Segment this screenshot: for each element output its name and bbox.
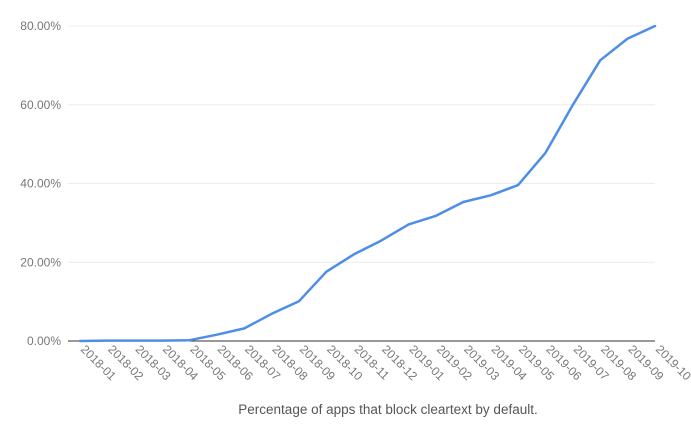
y-tick-label: 0.00% [27,334,61,348]
gridlines [68,25,655,342]
y-tick-label: 40.00% [20,177,61,191]
x-axis: 2018-012018-022018-032018-042018-052018-… [78,342,691,383]
y-axis: 0.00% 20.00% 40.00% 60.00% 80.00% [20,19,61,348]
series-line [78,24,657,343]
series-layer [78,24,657,343]
chart-title: Percentage of apps that block cleartext … [238,402,538,417]
y-tick-label: 60.00% [20,98,61,112]
y-tick-label: 20.00% [20,255,61,269]
y-tick-label: 80.00% [20,19,61,33]
